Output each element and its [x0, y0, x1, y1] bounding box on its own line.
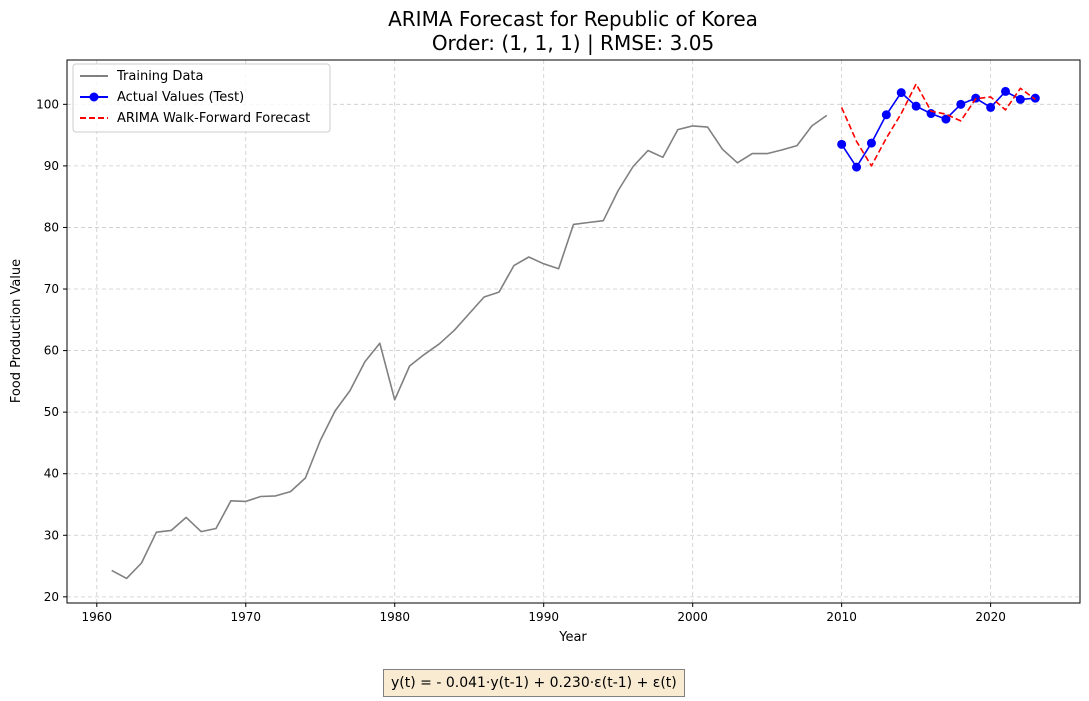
equation-box: y(t) = - 0.041·y(t-1) + 0.230·ε(t-1) + ε… [383, 669, 685, 697]
axis-ticks: 1960 1970 1980 1990 2000 2010 2020203040506070… [36, 97, 1006, 624]
data-point-actual-values-test [956, 99, 966, 109]
data-point-actual-values-test [866, 138, 876, 148]
plot-area-frame [66, 59, 1081, 604]
legend-box [72, 63, 331, 133]
x-tick-label: 1960 [82, 610, 113, 624]
y-tick-label: 60 [44, 344, 59, 358]
series-layer [111, 83, 1040, 580]
x-tick-label: 2000 [677, 610, 708, 624]
x-tick-label: 1980 [379, 610, 410, 624]
data-point-actual-values-test [881, 110, 891, 120]
y-tick-label: 30 [44, 528, 59, 542]
x-axis-label: Year [558, 630, 587, 645]
legend-item-training: Training Data [80, 69, 203, 84]
chart-subtitle: Order: (1, 1, 1) | RMSE: 3.05 [432, 31, 714, 55]
y-tick-label: 100 [36, 97, 59, 111]
data-point-actual-values-test [986, 102, 996, 112]
legend-label-forecast: ARIMA Walk-Forward Forecast [117, 111, 310, 126]
data-point-actual-values-test [837, 139, 847, 149]
legend-label-actual: Actual Values (Test) [117, 90, 244, 105]
data-point-actual-values-test [1030, 93, 1040, 103]
series-line-arima-walk-forward-forecast [840, 83, 1036, 167]
data-point-actual-values-test [1001, 86, 1011, 96]
data-point-actual-values-test [852, 162, 862, 172]
data-point-actual-values-test [1015, 94, 1025, 104]
x-tick-label: 1990 [528, 610, 559, 624]
legend-marker-actual [89, 92, 99, 102]
chart: ARIMA Forecast for Republic of Korea Ord… [9, 7, 1081, 645]
data-point-actual-values-test [911, 101, 921, 111]
y-tick-label: 90 [44, 159, 59, 173]
series-line-actual-values-test [840, 90, 1036, 168]
y-tick-label: 20 [44, 590, 59, 604]
y-tick-label: 40 [44, 467, 59, 481]
data-point-actual-values-test [896, 88, 906, 98]
series-line-training-data [111, 114, 828, 580]
x-tick-label: 1970 [230, 610, 261, 624]
legend-label-training: Training Data [116, 69, 203, 84]
y-tick-label: 80 [44, 220, 59, 234]
legend: Training Data Actual Values (Test) ARIMA… [72, 63, 331, 133]
x-tick-label: 2010 [826, 610, 857, 624]
chart-title: ARIMA Forecast for Republic of Korea [388, 7, 758, 31]
legend-item-actual: Actual Values (Test) [80, 90, 244, 105]
equation-text: y(t) = - 0.041·y(t-1) + 0.230·ε(t-1) + ε… [391, 675, 677, 691]
y-tick-label: 50 [44, 405, 59, 419]
x-tick-label: 2020 [975, 610, 1006, 624]
legend-item-forecast: ARIMA Walk-Forward Forecast [80, 111, 310, 126]
y-tick-label: 70 [44, 282, 59, 296]
y-axis-label: Food Production Value [9, 259, 24, 403]
data-point-actual-values-test [941, 114, 951, 124]
